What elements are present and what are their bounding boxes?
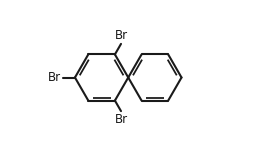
Text: Br: Br bbox=[115, 113, 128, 126]
Text: Br: Br bbox=[48, 71, 61, 84]
Text: Br: Br bbox=[115, 29, 128, 42]
